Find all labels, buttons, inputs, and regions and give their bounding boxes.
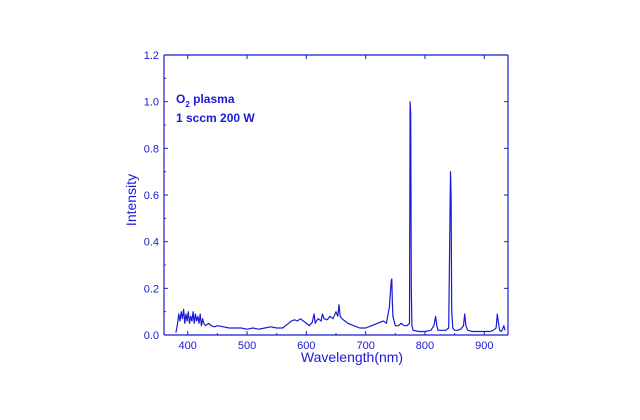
y-tick-label: 1.0 [144, 97, 159, 109]
annotation-gas: O2 plasma [176, 92, 235, 109]
x-tick-label: 700 [356, 340, 374, 352]
y-tick-label: 1.2 [144, 50, 159, 62]
y-tick-label: 0.0 [144, 330, 159, 342]
y-axis-title: Intensity [123, 174, 139, 226]
axis-tick-labels: 400 500 600 700 800 900 0.0 0.2 0.4 0.6 0.8 1.0 1.2 [144, 50, 494, 352]
axis-ticks [164, 54, 508, 336]
annotation-gas-symbol: O [176, 92, 185, 106]
x-tick-label: 900 [475, 340, 493, 352]
annotation-gas-subscript: 2 [185, 100, 190, 109]
x-tick-label: 800 [416, 340, 434, 352]
y-tick-label: 0.4 [144, 237, 159, 249]
spectrum-line [175, 101, 506, 333]
y-tick-label: 0.6 [144, 190, 159, 202]
x-axis-title: Wavelength(nm) [301, 349, 403, 365]
annotation-conditions: 1 sccm 200 W [176, 111, 255, 125]
x-tick-label: 600 [297, 340, 315, 352]
y-tick-label: 0.8 [144, 143, 159, 155]
x-tick-label: 400 [179, 340, 197, 352]
x-tick-label: 500 [238, 340, 256, 352]
annotation-gas-rest: plasma [190, 92, 235, 106]
y-tick-label: 0.2 [144, 283, 159, 295]
